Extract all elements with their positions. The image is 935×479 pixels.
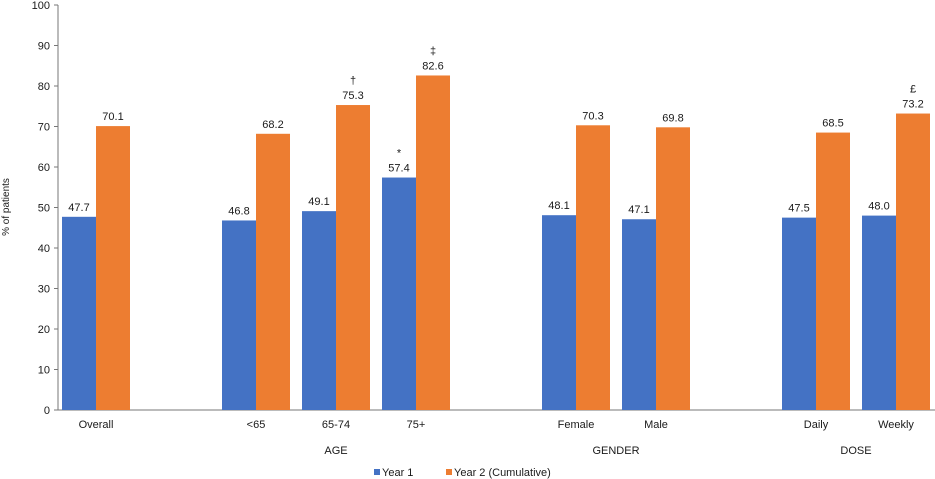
data-labels: 47.7 46.8 49.1 57.4 * 48.1 47.1 47.5 48.0 70.1 68.… <box>68 45 923 217</box>
bar-year2-female <box>576 125 610 410</box>
y-tick-label: 40 <box>38 243 50 255</box>
bar-year2-75 <box>416 75 450 410</box>
data-label: 69.8 <box>662 112 683 124</box>
bar-year2-male <box>656 127 690 410</box>
bar-year1-overall <box>62 216 96 410</box>
data-label: 70.3 <box>582 110 603 122</box>
bar-year1-65 <box>222 220 256 410</box>
category-labels: Overall <65 65-74 75+ Female Male Daily Weekly A… <box>79 419 915 457</box>
significance-marker: † <box>350 75 356 87</box>
data-label: 49.1 <box>308 196 329 208</box>
bar-year1-female <box>542 215 576 410</box>
data-label: 75.3 <box>342 90 363 102</box>
data-label: 48.0 <box>868 201 889 213</box>
bar-year1-6574 <box>302 211 336 410</box>
y-tick-label: 60 <box>38 162 50 174</box>
y-tick-label: 20 <box>38 324 50 336</box>
legend-label: Year 2 (Cumulative) <box>454 467 551 479</box>
bars <box>62 75 930 411</box>
axes: 0 10 20 30 40 50 60 70 80 90 100 <box>32 0 935 417</box>
category-label: <65 <box>247 419 266 431</box>
y-tick-label: 0 <box>44 405 50 417</box>
legend-label: Year 1 <box>382 467 413 479</box>
bar-year2-65 <box>256 133 290 411</box>
category-label: 65-74 <box>322 419 350 431</box>
bar-year1-75 <box>382 177 416 410</box>
data-label: 68.5 <box>822 118 843 130</box>
bar-year2-overall <box>96 126 130 410</box>
category-label: 75+ <box>407 419 426 431</box>
significance-marker: ‡ <box>430 45 436 57</box>
category-label: Daily <box>804 419 829 431</box>
y-tick-label: 90 <box>38 41 50 53</box>
bar-year2-weekly <box>896 113 930 410</box>
legend-swatch <box>374 469 380 475</box>
y-tick-label: 10 <box>38 365 50 377</box>
y-tick-label: 80 <box>38 81 50 93</box>
data-label: 82.6 <box>422 60 443 72</box>
data-label: 68.2 <box>262 119 283 131</box>
y-tick-label: 100 <box>32 0 50 12</box>
category-label: Female <box>558 419 595 431</box>
legend: Year 1 Year 2 (Cumulative) <box>374 467 551 479</box>
bar-year2-daily <box>816 132 850 410</box>
data-label: 73.2 <box>902 99 923 111</box>
category-label: Overall <box>79 419 114 431</box>
y-tick-label: 50 <box>38 203 50 215</box>
category-label: Weekly <box>878 419 914 431</box>
data-label: 57.4 <box>388 163 409 175</box>
data-label: 47.5 <box>788 203 809 215</box>
y-tick-label: 30 <box>38 284 50 296</box>
data-label: 48.1 <box>548 200 569 212</box>
data-label: 46.8 <box>228 205 249 217</box>
legend-swatch <box>446 469 452 475</box>
significance-marker: £ <box>910 84 916 96</box>
group-label: GENDER <box>592 445 639 457</box>
group-label: DOSE <box>840 445 871 457</box>
data-label: 70.1 <box>102 111 123 123</box>
bar-year1-male <box>622 219 656 410</box>
bar-year2-6574 <box>336 105 370 410</box>
data-label: 47.1 <box>628 204 649 216</box>
bar-year1-daily <box>782 217 816 410</box>
significance-marker: * <box>397 148 402 160</box>
group-label: AGE <box>324 445 347 457</box>
y-tick-label: 70 <box>38 122 50 134</box>
y-axis-label: % of patients <box>1 178 12 236</box>
bar-year1-weekly <box>862 215 896 410</box>
category-label: Male <box>644 419 668 431</box>
data-label: 47.7 <box>68 202 89 214</box>
